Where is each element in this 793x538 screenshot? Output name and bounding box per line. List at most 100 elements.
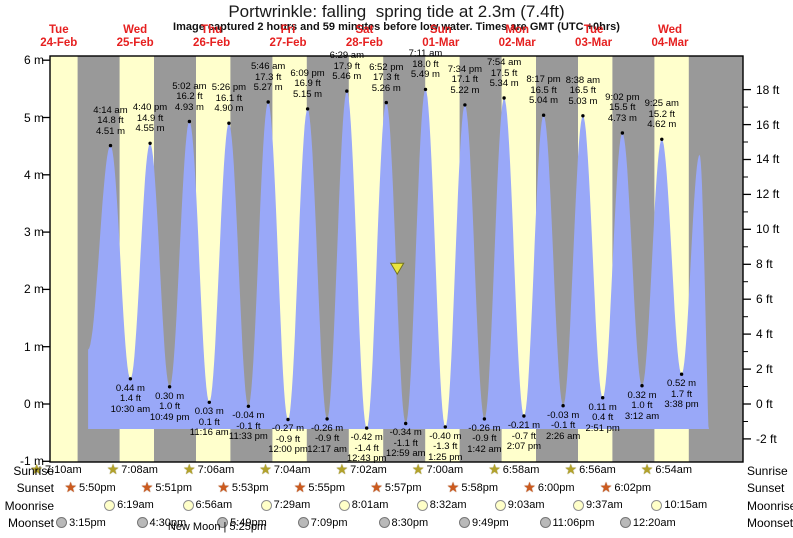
- sunrise-icon: ★: [488, 461, 501, 477]
- moonrise-icon: [573, 499, 584, 511]
- moonrise-entry: 6:56am: [182, 498, 232, 512]
- tide-extreme-dot: [167, 385, 172, 389]
- low-tide-label: -0.26 m -0.9 ft 1:42 am: [467, 422, 502, 455]
- moonrise-icon: [338, 499, 350, 511]
- sunrise-row-label-left: Sunrise: [13, 464, 54, 478]
- tide-extreme-dot: [660, 137, 664, 141]
- tide-extreme-dot: [601, 396, 605, 400]
- day-label: Fri 27-Feb: [269, 24, 307, 49]
- high-tide-label: 7:34 pm 17.1 ft 5.22 m: [447, 63, 483, 96]
- sunset-entry: ★ 5:55pm: [293, 478, 346, 495]
- day-band: [50, 56, 78, 462]
- moonrise-icon: [182, 499, 194, 511]
- sunrise-time: 7:10am: [44, 464, 82, 476]
- sunset-time: 5:53pm: [231, 481, 269, 494]
- sunset-icon: ★: [599, 478, 613, 495]
- sunrise-icon: ★: [106, 461, 120, 477]
- low-tide-label: 0.11 m 0.4 ft 2:51 pm: [585, 401, 620, 434]
- sunset-icon: ★: [523, 478, 536, 495]
- sunrise-time: 7:00am: [426, 464, 464, 476]
- y-axis-label-left: 5 m: [23, 110, 44, 125]
- moonset-time: 4:30pm: [149, 516, 187, 529]
- tide-extreme-dot: [207, 400, 211, 404]
- sunset-time: 6:00pm: [537, 481, 575, 494]
- y-axis-label-right: -2 ft: [756, 431, 777, 446]
- moonset-icon: [217, 517, 229, 528]
- moonrise-entry: 8:01am: [338, 498, 388, 512]
- day-label: Wed 04-Mar: [651, 24, 689, 49]
- high-tide-label: 9:02 pm 15.5 ft 4.73 m: [605, 91, 640, 124]
- sunrise-entry: ★ 6:56am: [564, 461, 616, 477]
- sunset-icon: ★: [370, 478, 383, 495]
- moonset-row-label-left: Moonset: [7, 516, 54, 530]
- tide-extreme-dot: [640, 384, 644, 388]
- y-axis-label-left: 4 m: [23, 167, 44, 182]
- tide-extreme-dot: [266, 100, 270, 104]
- now-marker-icon: [389, 262, 405, 276]
- day-label: Wed 25-Feb: [116, 24, 154, 49]
- sunrise-icon: ★: [564, 461, 578, 477]
- high-tide-label: 7:54 am 17.5 ft 5.34 m: [486, 57, 522, 90]
- y-axis-label-right: 4 ft: [756, 327, 773, 342]
- moonset-icon: [136, 517, 148, 528]
- tide-extreme-dot: [286, 417, 290, 422]
- sunset-icon: ★: [293, 478, 307, 495]
- low-tide-label: -0.26 m -0.9 ft 12:17 am: [307, 422, 347, 455]
- moonrise-time: 6:19am: [117, 499, 154, 511]
- sunset-time: 5:57pm: [384, 481, 422, 494]
- new-moon-label: New Moon | 5:25pm: [167, 521, 267, 533]
- moonrise-time: 10:15am: [664, 499, 708, 511]
- low-tide-label: 0.44 m 1.4 ft 10:30 am: [110, 382, 151, 415]
- page-title: Portwrinkle: falling spring tide at 2.3m…: [228, 2, 565, 21]
- low-tide-label: -0.34 m -1.1 ft 12:59 am: [385, 427, 426, 460]
- low-tide-label: 0.52 m 1.7 ft 3:38 pm: [664, 378, 699, 411]
- sunrise-time: 6:54am: [655, 464, 693, 476]
- high-tide-label: 5:02 am 16.2 ft 4.93 m: [172, 80, 207, 113]
- low-tide-label: -0.40 m -1.3 ft 1:25 pm: [428, 430, 463, 463]
- sunrise-icon: ★: [30, 461, 43, 477]
- sunset-entry: ★ 6:00pm: [523, 478, 575, 495]
- high-tide-label: 5:46 am 17.3 ft 5.27 m: [250, 61, 286, 94]
- sunset-entry: ★ 5:57pm: [370, 478, 422, 495]
- low-tide-label: -0.42 m -1.4 ft 12:43 pm: [346, 432, 387, 465]
- tide-extreme-dot: [522, 414, 526, 418]
- plot-border: [49, 55, 744, 463]
- sunrise-entry: ★ 7:08am: [106, 461, 158, 477]
- tide-extreme-dot: [541, 113, 546, 117]
- tide-extreme-dot: [227, 121, 231, 125]
- sunset-icon: ★: [446, 478, 460, 495]
- y-axis-label-right: 2 ft: [756, 362, 773, 377]
- sunset-time: 5:55pm: [308, 481, 346, 494]
- sunrise-time: 7:02am: [350, 464, 387, 476]
- tide-extreme-dot: [345, 89, 349, 93]
- moonset-time: 8:30pm: [391, 516, 429, 529]
- sunset-icon: ★: [64, 478, 77, 495]
- sunset-entry: ★ 5:58pm: [446, 478, 498, 495]
- y-axis-label-right: 6 ft: [756, 292, 773, 307]
- y-axis-label-left: 1 m: [23, 339, 44, 354]
- moonset-entry: 12:20am: [619, 516, 676, 530]
- sunset-entry: ★ 5:51pm: [141, 480, 192, 495]
- moonrise-icon: [416, 499, 428, 511]
- low-tide-label: -0.27 m -0.9 ft 12:00 pm: [268, 423, 308, 456]
- sunrise-icon: ★: [335, 461, 349, 477]
- sunset-row-label-left: Sunset: [16, 481, 54, 495]
- moonset-icon: [56, 517, 68, 528]
- sunrise-entry: ★ 6:58am: [488, 461, 539, 477]
- y-axis-label-right: 18 ft: [756, 82, 780, 97]
- sunrise-time: 6:56am: [579, 464, 616, 476]
- moonset-time: 5:49pm: [230, 516, 267, 529]
- sunrise-time: 7:08am: [121, 464, 158, 476]
- tide-extreme-dot: [384, 100, 388, 105]
- sunrise-entry: ★ 6:54am: [641, 462, 693, 477]
- tide-extreme-dot: [246, 404, 251, 408]
- y-axis-label-left: 2 m: [23, 282, 44, 297]
- high-tide-label: 6:09 pm 16.9 ft 5.15 m: [290, 67, 325, 100]
- moonrise-time: 8:32am: [429, 499, 467, 511]
- moonrise-icon: [651, 499, 663, 511]
- tide-extreme-dot: [305, 107, 310, 111]
- moonset-entry: 11:06pm: [539, 516, 595, 530]
- day-label: Tue 03-Mar: [575, 24, 613, 49]
- moonset-time: 9:49pm: [472, 516, 509, 529]
- sunrise-time: 7:06am: [197, 464, 235, 476]
